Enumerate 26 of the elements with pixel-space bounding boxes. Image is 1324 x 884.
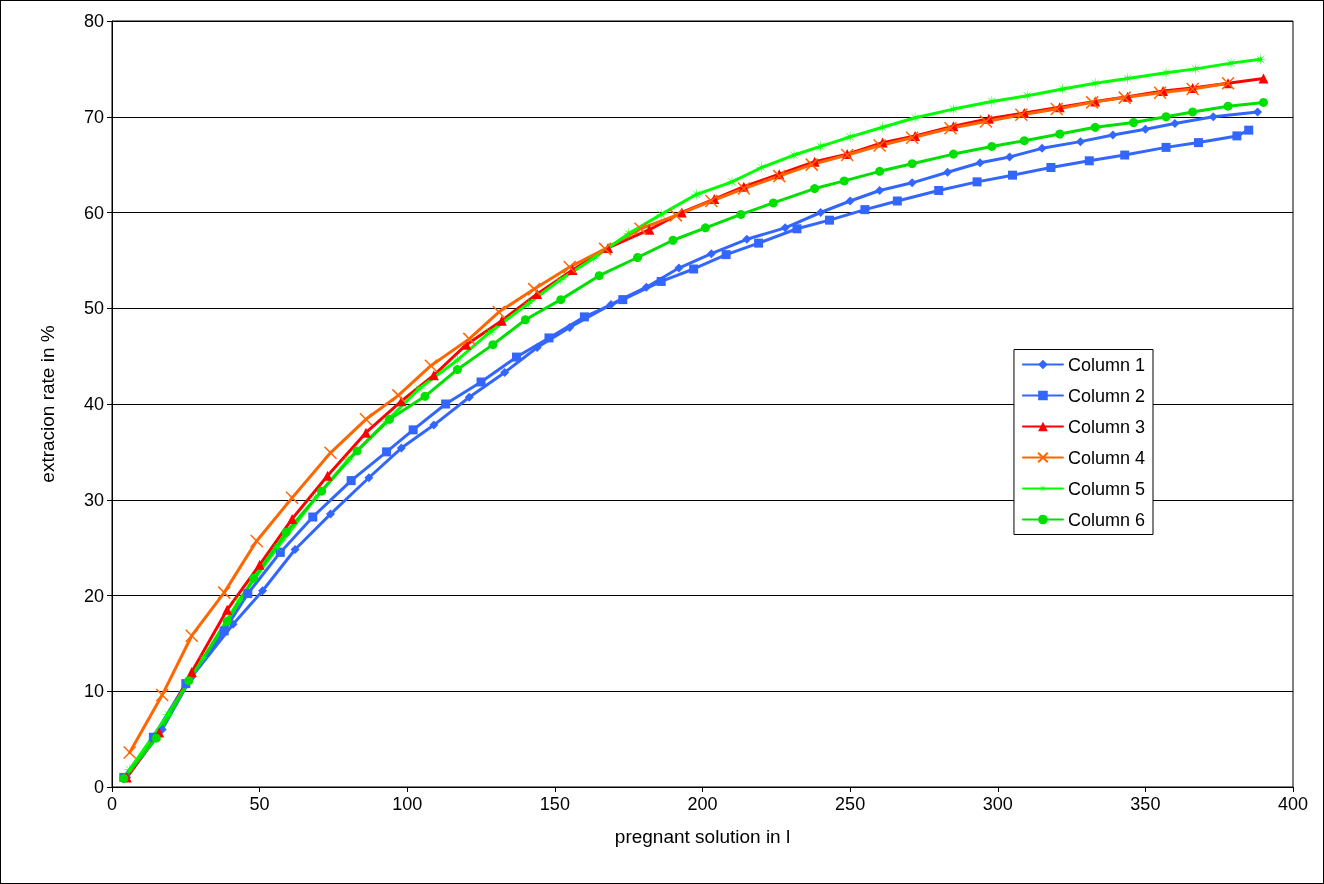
y-tick-label: 0 <box>93 777 104 797</box>
legend-label: Column 5 <box>1067 478 1146 499</box>
x-tick-label: 300 <box>982 794 1013 814</box>
legend-label: Column 1 <box>1067 354 1146 375</box>
legend-label: Column 2 <box>1067 385 1146 406</box>
legend-label: Column 4 <box>1067 447 1146 468</box>
legend-label: Column 6 <box>1067 509 1146 530</box>
y-tick-label: 60 <box>83 202 104 223</box>
y-tick-label: 10 <box>83 681 104 702</box>
y-tick-label: 50 <box>83 298 104 319</box>
y-tick-label: 20 <box>83 585 104 606</box>
x-axis-title: pregnant solution in l <box>614 826 791 847</box>
x-tick-label: 400 <box>1277 794 1309 814</box>
x-tick-label: 250 <box>835 794 866 814</box>
y-tick-label: 40 <box>83 394 104 414</box>
x-tick-label: 0 <box>106 794 118 814</box>
x-tick-label: 350 <box>1130 794 1161 814</box>
y-tick-label: 80 <box>83 11 104 31</box>
x-tick-label: 150 <box>539 794 570 814</box>
x-tick-label: 50 <box>249 794 270 814</box>
y-axis-title: extracion rate in % <box>37 325 58 483</box>
legend-label: Column 3 <box>1067 416 1146 437</box>
x-tick-label: 200 <box>687 794 718 814</box>
y-tick-label: 70 <box>83 106 104 127</box>
y-tick-label: 30 <box>83 489 104 510</box>
x-tick-label: 100 <box>392 794 423 814</box>
